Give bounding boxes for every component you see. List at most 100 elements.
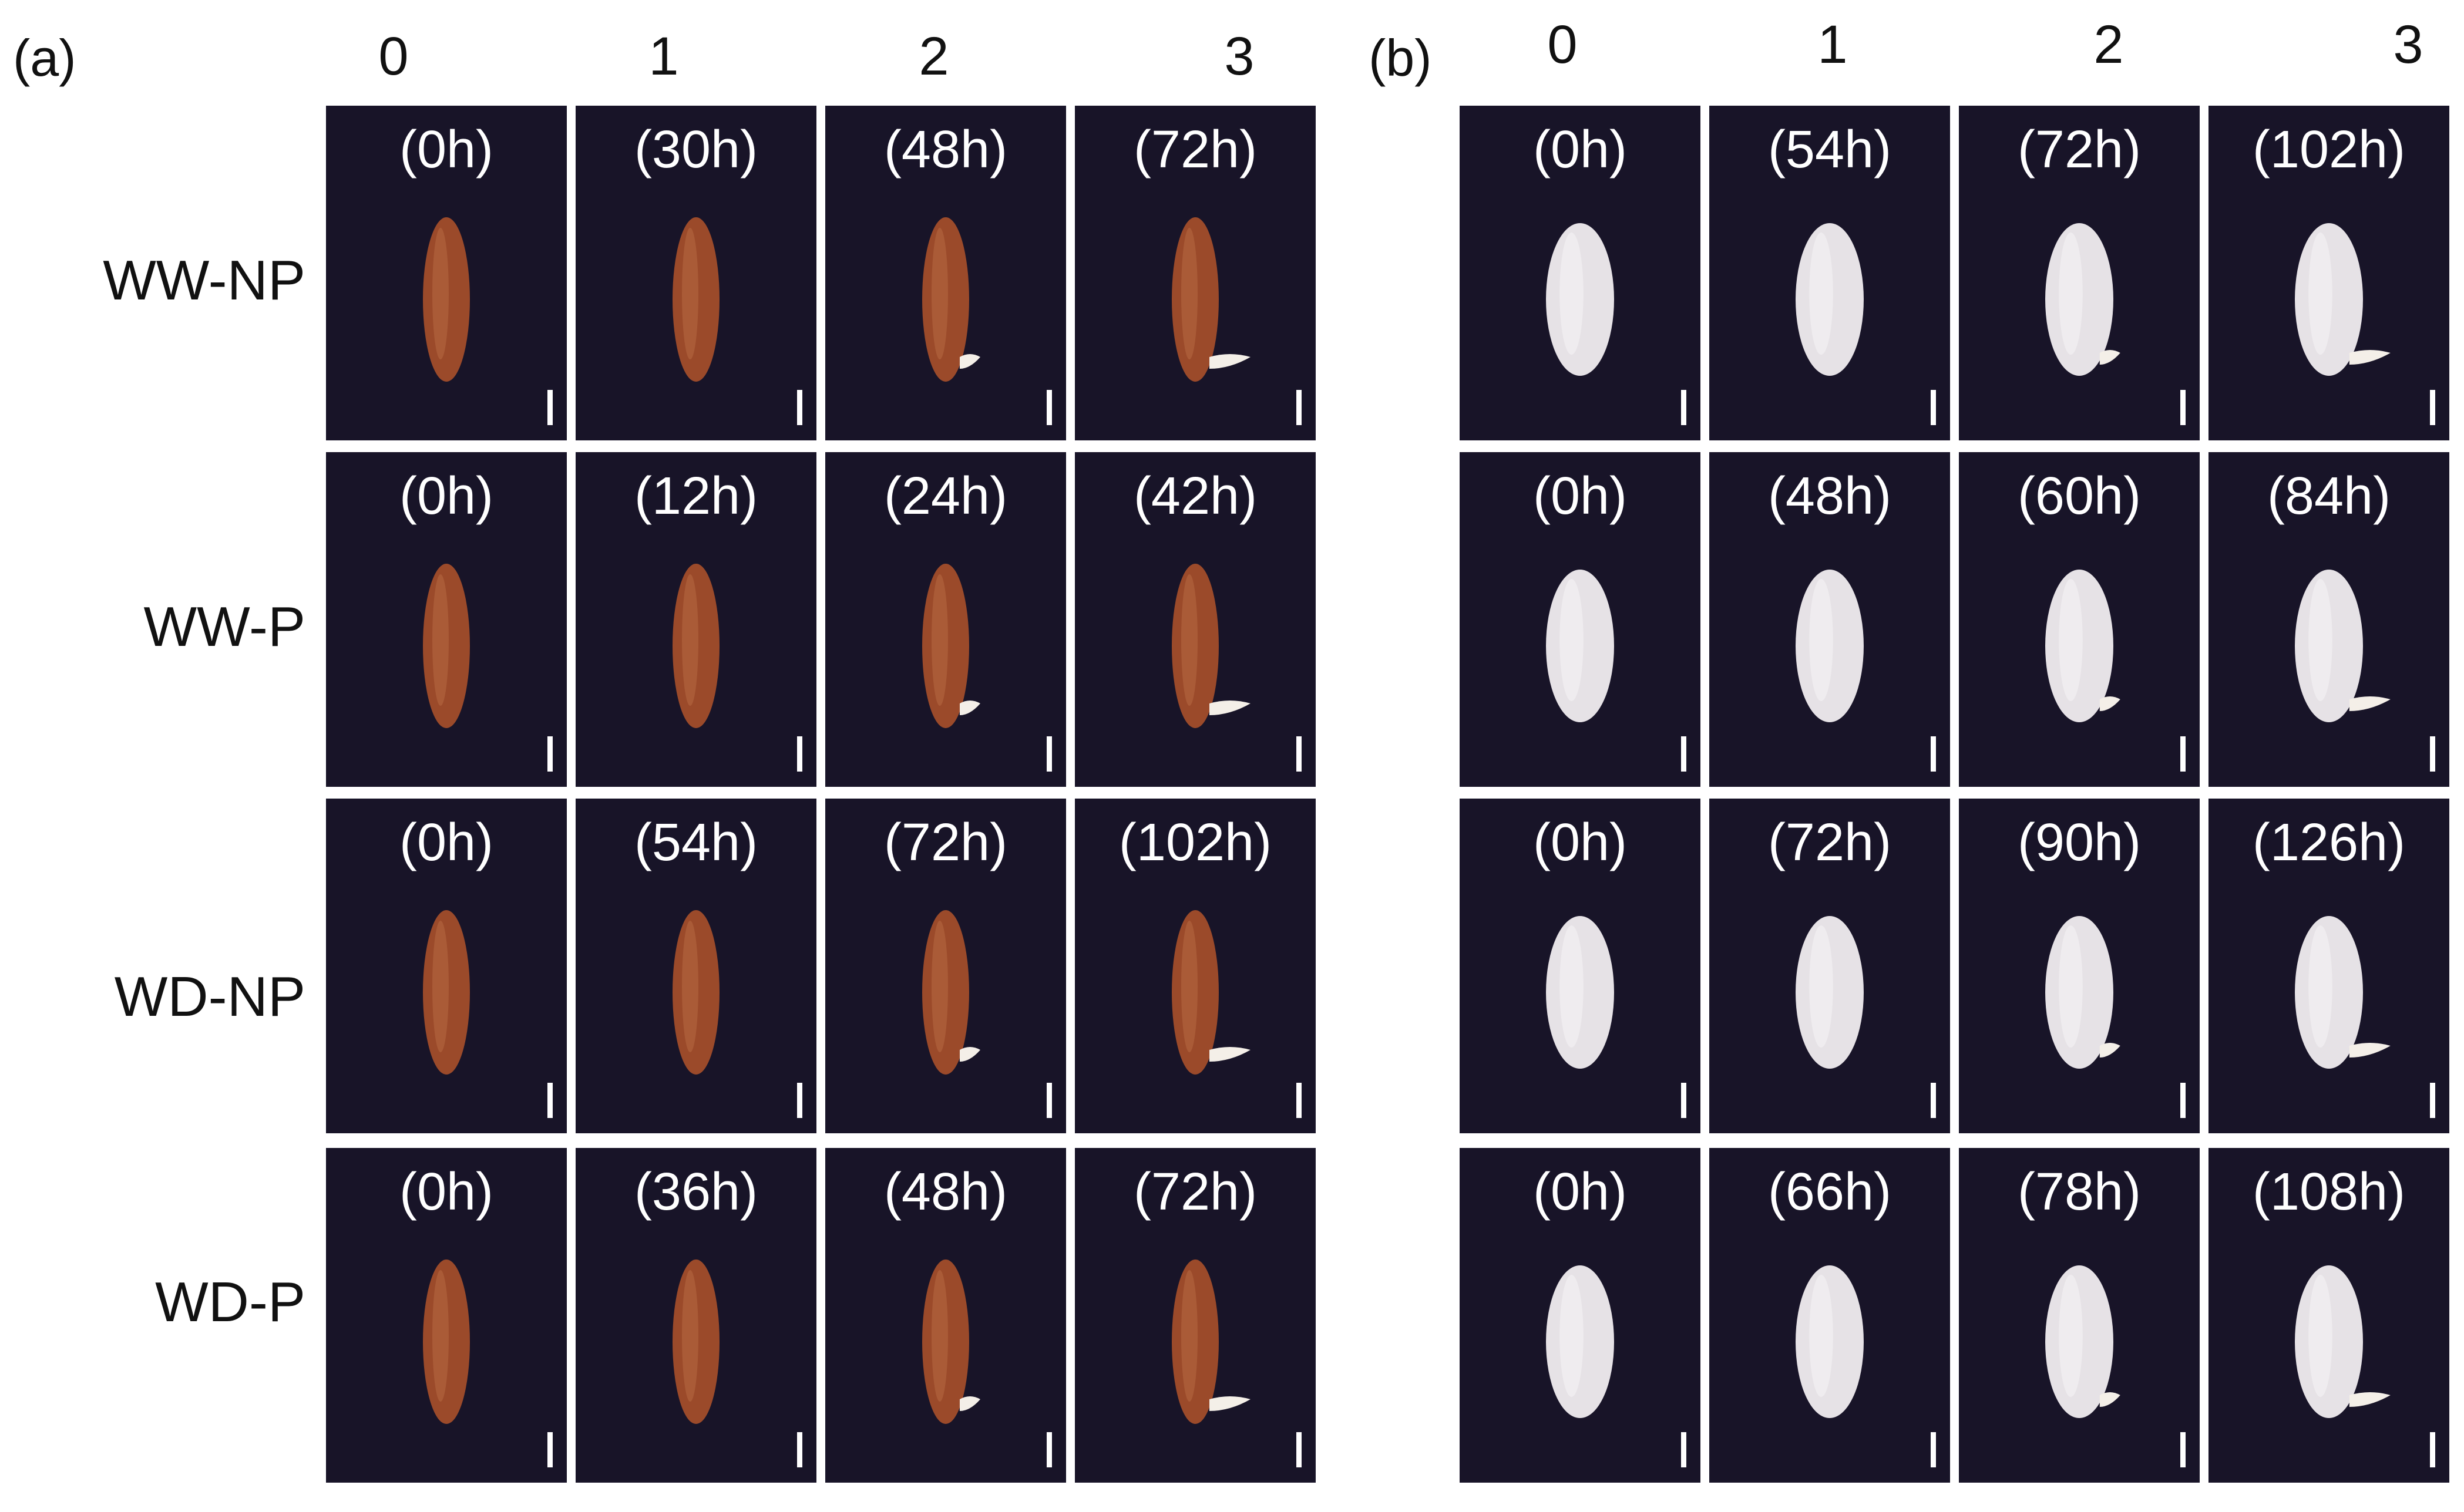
grain-image: (72h) [825, 799, 1066, 1133]
grain-highlight [432, 574, 449, 706]
grain-highlight [682, 1270, 698, 1402]
grain-shape [2295, 570, 2363, 722]
scale-bar [2180, 1083, 2186, 1118]
grain-image: (48h) [825, 1148, 1066, 1483]
sprout-shape [1209, 354, 1251, 369]
stage-label: 1 [1817, 15, 1848, 75]
scale-bar [1296, 1083, 1302, 1118]
rice-grain-image [1796, 916, 1864, 1069]
grain-shape [423, 217, 470, 382]
grain-image: (30h) [576, 106, 816, 440]
grain-shape [1172, 217, 1219, 382]
time-label: (0h) [399, 120, 494, 179]
sprout-shape [2099, 1392, 2120, 1407]
scale-bar [1296, 390, 1302, 425]
row-label: WW-NP [103, 249, 305, 312]
time-label: (78h) [2017, 1163, 2142, 1221]
grain-image: (102h) [1075, 799, 1316, 1133]
grain-highlight [1809, 925, 1833, 1048]
rice-grain-image [1172, 1260, 1251, 1424]
time-label: (54h) [634, 813, 758, 872]
scale-bar [1296, 1432, 1302, 1467]
grain-highlight [932, 1270, 948, 1402]
sprout-shape [960, 354, 980, 369]
grain-shape [1546, 570, 1614, 722]
grain-image: (0h) [1460, 799, 1700, 1133]
scale-bar [1681, 1432, 1686, 1467]
grain-highlight [2308, 233, 2332, 355]
scale-bar [1931, 390, 1936, 425]
grain-image: (72h) [1709, 799, 1950, 1133]
scale-bar [1931, 1083, 1936, 1118]
time-label: (24h) [883, 467, 1008, 526]
grain-shape [1172, 910, 1219, 1075]
grain-shape [673, 564, 720, 728]
grain-image: (42h) [1075, 452, 1316, 787]
grain-image: (48h) [825, 106, 1066, 440]
grain-image: (0h) [1460, 106, 1700, 440]
grain-highlight [1559, 1275, 1584, 1397]
time-label: (0h) [1532, 813, 1628, 872]
grain-shape [423, 564, 470, 728]
grain-image: (0h) [1460, 452, 1700, 787]
grain-image: (60h) [1959, 452, 2200, 787]
rice-grain-image [922, 910, 980, 1075]
grain-image: (102h) [2208, 106, 2449, 440]
time-label: (0h) [1532, 120, 1628, 179]
rice-grain-image [1796, 570, 1864, 722]
panel-label: (b) [1369, 29, 1432, 87]
rice-grain-image [1546, 570, 1614, 722]
rice-grain-image [922, 1260, 980, 1424]
sprout-shape [1209, 701, 1251, 715]
time-label: (72h) [1133, 120, 1258, 179]
sprout-shape [2349, 696, 2391, 711]
rice-grain-image [673, 564, 720, 728]
stage-label: 3 [2393, 15, 2423, 75]
scale-bar [1681, 1083, 1686, 1118]
grain-image: (0h) [326, 452, 567, 787]
time-label: (0h) [399, 813, 494, 872]
scale-bar [2180, 1432, 2186, 1467]
grain-shape [2045, 570, 2113, 722]
grain-shape [2295, 223, 2363, 376]
rice-grain-image [1172, 910, 1251, 1075]
time-label: (0h) [1532, 1163, 1628, 1221]
sprout-shape [2099, 350, 2120, 365]
scale-bar [547, 1432, 553, 1467]
grain-highlight [1181, 574, 1198, 706]
rice-grain-image [922, 564, 980, 728]
scale-bar [1296, 736, 1302, 772]
grain-highlight [2308, 925, 2332, 1048]
scale-bar [2430, 1083, 2435, 1118]
time-label: (102h) [2252, 120, 2406, 179]
grain-shape [673, 910, 720, 1075]
scale-bar [1931, 1432, 1936, 1467]
row-label: WD-NP [114, 965, 305, 1028]
time-label: (0h) [399, 467, 494, 526]
time-label: (30h) [634, 120, 758, 179]
time-label: (60h) [2017, 467, 2142, 526]
grain-highlight [932, 921, 948, 1052]
rice-grain-image [423, 564, 470, 728]
grain-shape [922, 564, 969, 728]
scale-bar [2430, 736, 2435, 772]
grain-image: (24h) [825, 452, 1066, 787]
sprout-shape [2099, 696, 2120, 711]
time-label: (84h) [2267, 467, 2391, 526]
grain-highlight [1559, 579, 1584, 701]
grain-shape [1172, 564, 1219, 728]
grain-image: (72h) [1959, 106, 2200, 440]
grain-shape [2045, 1265, 2113, 1418]
scale-bar [797, 736, 802, 772]
scale-bar [1047, 1083, 1052, 1118]
grain-shape [1796, 916, 1864, 1069]
time-label: (0h) [399, 1163, 494, 1221]
grain-highlight [682, 921, 698, 1052]
grain-shape [2045, 223, 2113, 376]
grain-highlight [2059, 579, 2083, 701]
rice-grain-image [2045, 916, 2120, 1069]
grain-highlight [1809, 233, 1833, 355]
scale-bar [547, 1083, 553, 1118]
grain-highlight [682, 574, 698, 706]
time-label: (126h) [2252, 813, 2406, 872]
